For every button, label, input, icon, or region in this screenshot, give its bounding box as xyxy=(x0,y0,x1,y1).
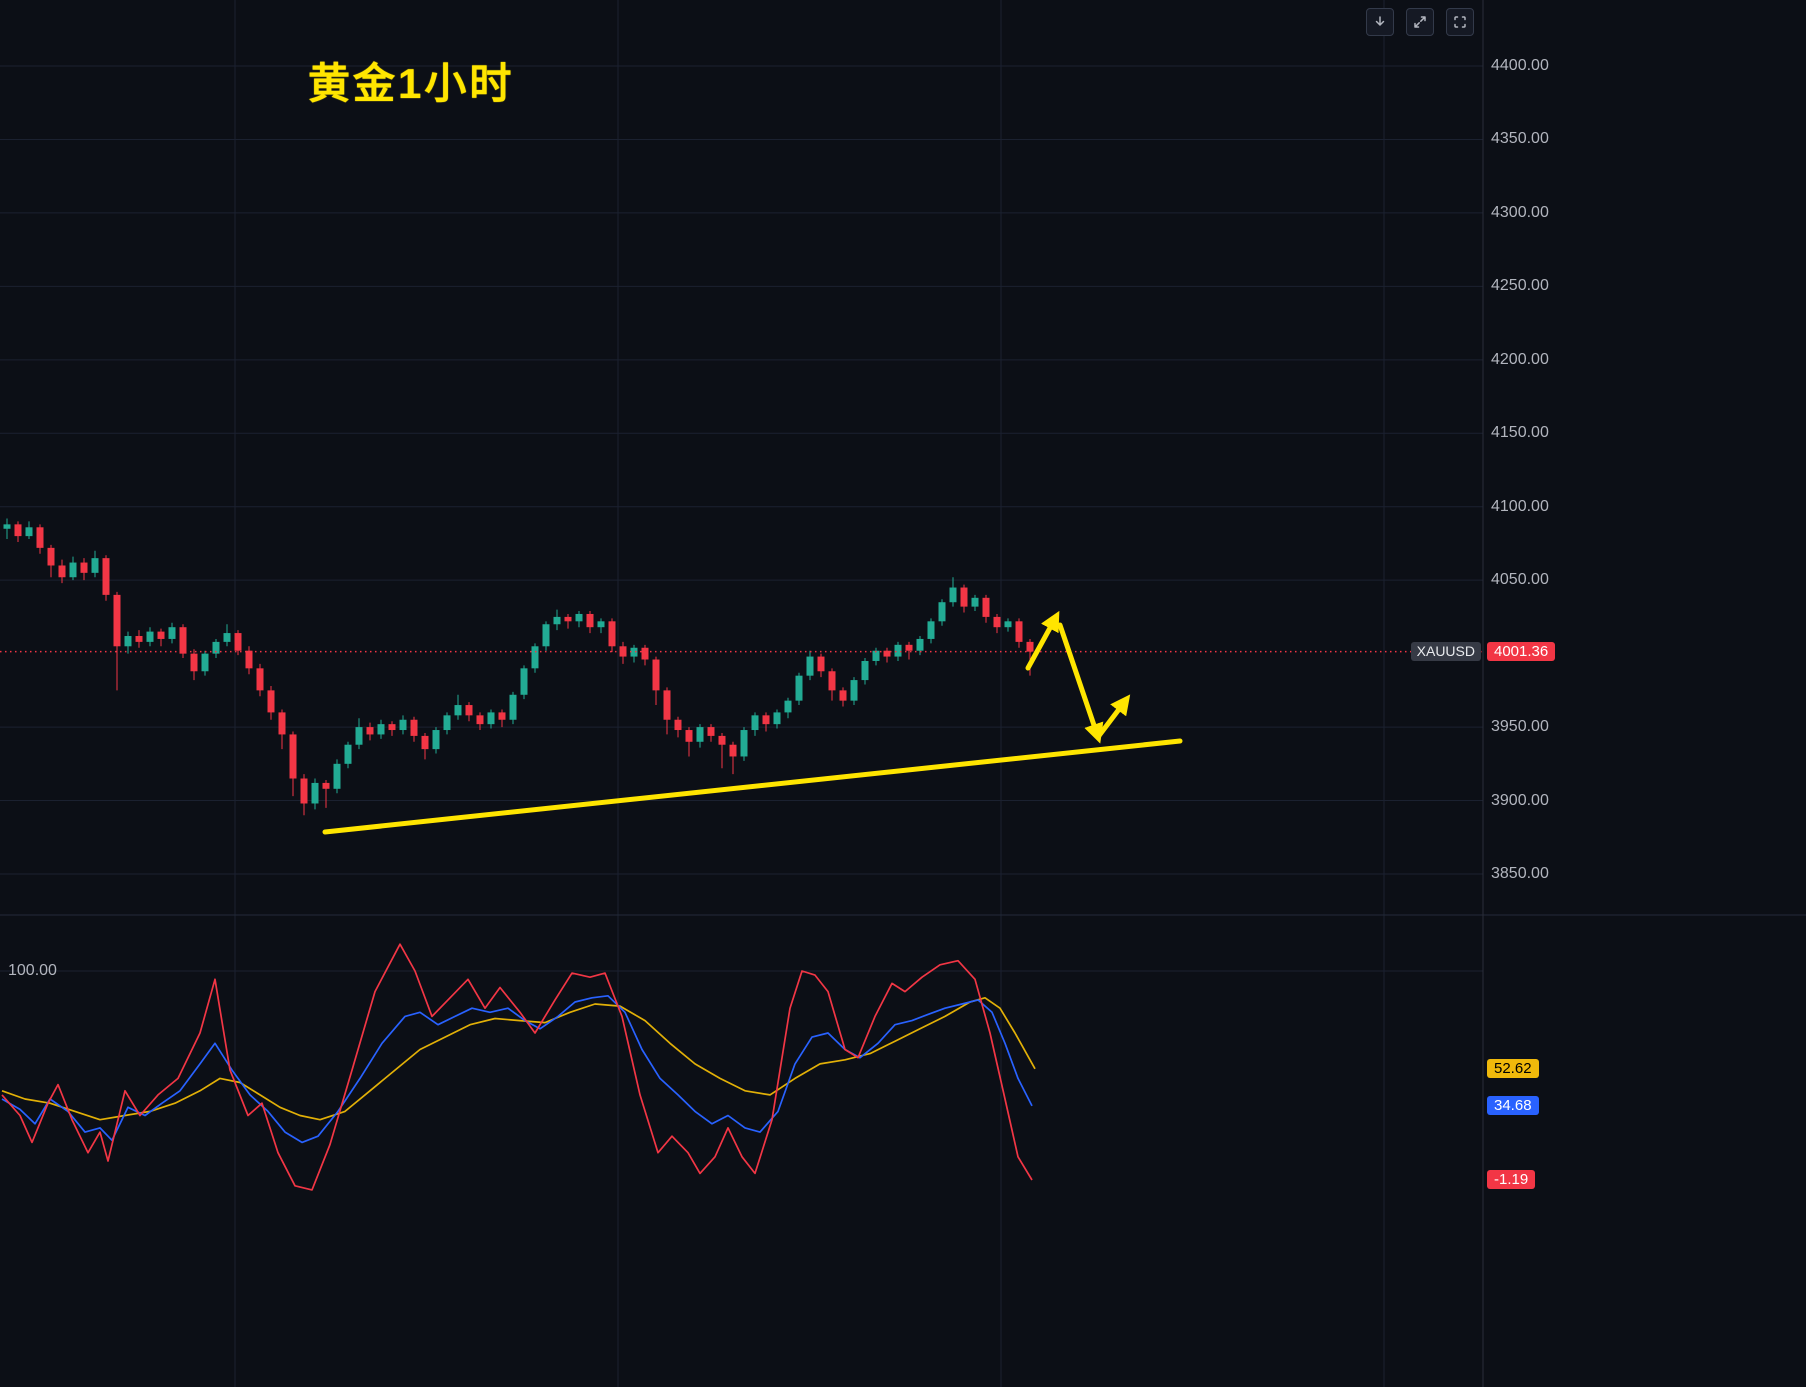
move-pane-down-button[interactable] xyxy=(1366,8,1394,36)
oscillator-lines xyxy=(1,943,1036,1191)
price-tick-label: 4350.00 xyxy=(1491,130,1549,148)
price-tick-label: 4050.00 xyxy=(1491,571,1549,589)
arrow-annotation xyxy=(1057,622,1104,744)
price-axis[interactable]: 4400.00 4350.00 4300.00 4250.00 4200.00 4150.… xyxy=(1483,0,1806,1387)
indicator-tick-label: 100.00 xyxy=(8,962,57,979)
price-tick-label: 4250.00 xyxy=(1491,277,1549,295)
indicator-red-value-badge: -1.19 xyxy=(1487,1169,1536,1189)
pane-controls xyxy=(1366,8,1474,36)
price-tick-label: 3850.00 xyxy=(1491,865,1549,882)
trendline xyxy=(322,738,1183,835)
price-tick-label: 4200.00 xyxy=(1491,350,1549,368)
frame-corners-icon xyxy=(1454,16,1466,28)
expand-arrows-icon xyxy=(1414,16,1426,28)
indicator-blue-value-badge: 34.68 xyxy=(1487,1095,1539,1115)
maximize-pane-button[interactable] xyxy=(1406,8,1434,36)
price-tick-label: 3900.00 xyxy=(1491,791,1549,809)
arrow-down-icon xyxy=(1375,16,1385,26)
pane-frame-button[interactable] xyxy=(1446,8,1474,36)
price-tick-label: 4150.00 xyxy=(1491,424,1549,442)
candles xyxy=(3,518,1034,816)
price-tick-label: 3950.00 xyxy=(1491,718,1549,736)
chart-title-annotation[interactable]: 黄金1小时 xyxy=(308,60,515,107)
last-price-badge: 4001.36 xyxy=(1487,641,1556,661)
price-tick-label: 4100.00 xyxy=(1491,497,1549,515)
arrow-annotation xyxy=(1095,694,1131,740)
price-tick-label: 4300.00 xyxy=(1491,203,1549,221)
indicator-yellow-value-badge: 52.62 xyxy=(1487,1058,1539,1078)
price-tick-label: 4400.00 xyxy=(1491,57,1549,74)
drawing-annotations xyxy=(322,610,1183,835)
arrow-annotation xyxy=(1025,610,1060,671)
symbol-price-label: XAUUSD xyxy=(1410,641,1481,661)
